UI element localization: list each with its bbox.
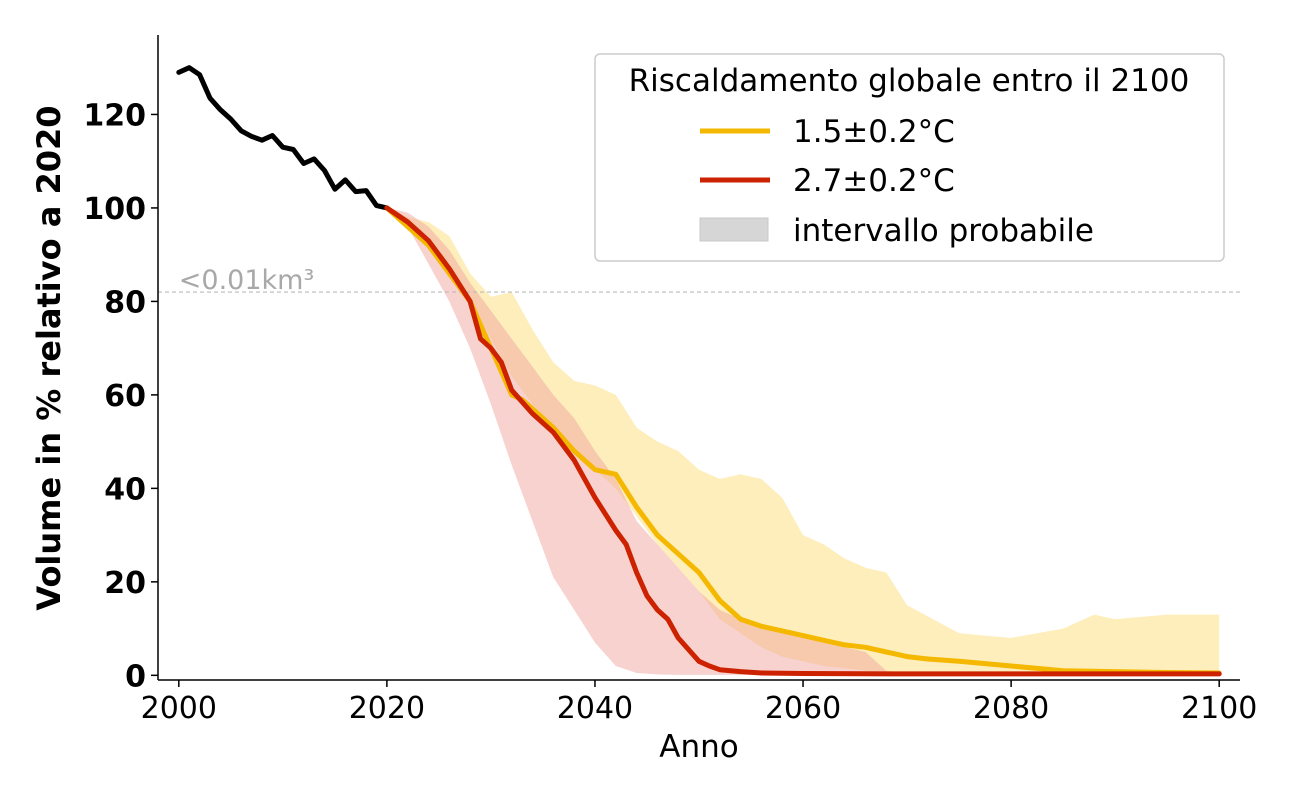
y-tick-label: 0 <box>125 659 146 694</box>
legend-label-likely-range: intervallo probabile <box>793 213 1094 249</box>
x-tick-label: 2040 <box>557 691 633 726</box>
threshold-label: <0.01km³ <box>179 265 315 296</box>
legend-title: Riscaldamento globale entro il 2100 <box>629 63 1190 99</box>
y-tick-label: 100 <box>83 192 146 227</box>
y-tick-label: 120 <box>83 98 146 133</box>
x-tick-label: 2060 <box>765 691 841 726</box>
y-tick-label: 80 <box>104 285 146 320</box>
y-tick-label: 20 <box>104 566 146 601</box>
legend-box <box>594 53 1225 262</box>
series-line-1-5 <box>384 205 1222 676</box>
legend: Riscaldamento globale entro il 2100 1.5±… <box>594 53 1225 262</box>
x-axis-title: Anno <box>659 729 738 765</box>
y-axis-title: Volume in % relativo a 2020 <box>30 105 68 610</box>
series-line-2-7 <box>384 205 1222 677</box>
legend-label-1-5: 1.5±0.2°C <box>793 114 955 150</box>
legend-swatch-likely-range <box>699 217 769 242</box>
historical-line <box>176 65 390 211</box>
band-1-5 <box>386 207 1220 675</box>
x-tick-label: 2000 <box>141 691 217 726</box>
legend-label-2-7: 2.7±0.2°C <box>793 163 955 199</box>
band-2-7 <box>386 207 1220 675</box>
x-tick-label: 2100 <box>1181 691 1257 726</box>
y-tick-label: 40 <box>104 472 146 507</box>
x-tick-label: 2080 <box>973 691 1049 726</box>
series-lines <box>176 65 1222 677</box>
axes <box>151 35 1240 687</box>
likely-range-bands <box>386 207 1220 675</box>
x-tick-label: 2020 <box>349 691 425 726</box>
y-tick-label: 60 <box>104 379 146 414</box>
